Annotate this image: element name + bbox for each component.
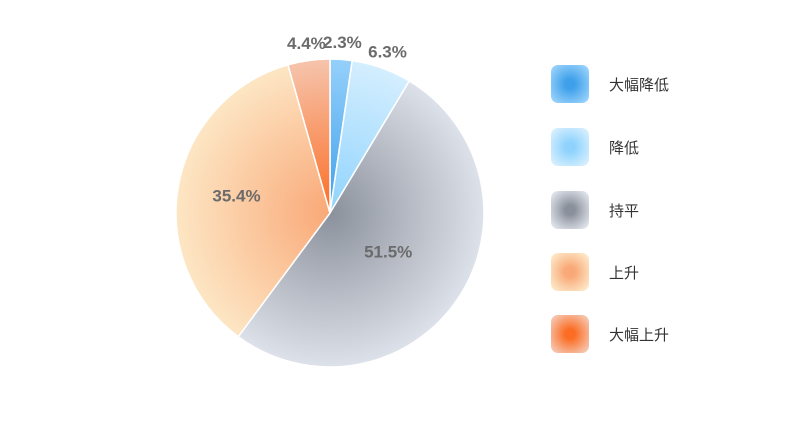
legend-item-1[interactable]: 降低 <box>551 127 639 167</box>
legend-label-1: 降低 <box>609 138 640 157</box>
legend-label-4: 大幅上升 <box>609 325 670 344</box>
pie-slice-3[interactable] <box>175 64 331 338</box>
pie-slices <box>175 58 485 368</box>
legend-swatch-3 <box>551 253 589 291</box>
legend-item-3[interactable]: 上升 <box>551 252 639 292</box>
pie-slice-labels: 2.3% 6.3% 51.5% 35.4% 4.4% <box>212 33 412 261</box>
pie-slice-label-1: 6.3% <box>368 42 407 61</box>
pie-slice-2[interactable] <box>237 80 485 368</box>
pie-slice-label-4: 4.4% <box>287 34 326 53</box>
legend-swatch-4 <box>551 315 589 353</box>
legend-label-0: 大幅降低 <box>609 75 670 94</box>
legend-label-2: 持平 <box>609 201 640 220</box>
legend-swatch-0 <box>551 65 589 103</box>
legend-swatch-1 <box>551 128 589 166</box>
pie-slice-label-0: 2.3% <box>323 33 362 52</box>
pie-slice-label-3: 35.4% <box>212 186 260 205</box>
legend-item-0[interactable]: 大幅降低 <box>551 64 669 104</box>
legend-item-4[interactable]: 大幅上升 <box>551 314 669 354</box>
legend-swatch-2 <box>551 191 589 229</box>
legend-item-2[interactable]: 持平 <box>551 190 639 230</box>
pie-slice-4[interactable] <box>287 58 331 214</box>
legend-label-3: 上升 <box>609 263 640 282</box>
pie-slice-label-2: 51.5% <box>364 242 412 261</box>
